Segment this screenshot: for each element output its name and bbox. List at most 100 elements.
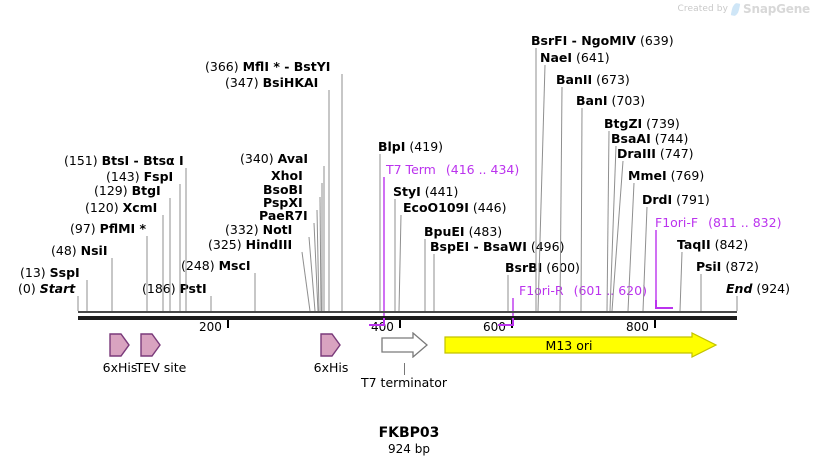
site-label-psii[interactable]: PsiI (872): [696, 260, 759, 273]
primer-label-t7term[interactable]: T7 Term (416 .. 434): [386, 163, 519, 176]
site-name-pspxi: PspXI: [263, 195, 303, 210]
t7-terminator-leader-stem: [404, 363, 405, 375]
leader-taqii: [679, 251, 683, 312]
site-label-bsrfi[interactable]: BsrFI - NgoMIV (639): [531, 34, 674, 47]
site-name-taqii: TaqII: [677, 237, 711, 252]
ruler-upper-line: [78, 311, 737, 313]
primer-label-f1ori-f[interactable]: F1ori-F (811 .. 832): [655, 216, 781, 229]
site-name-draiii: DraIII: [617, 146, 656, 161]
site-label-pflmi[interactable]: (97) PflMI *: [70, 222, 146, 235]
site-position-end: (924): [756, 281, 790, 296]
leader-mmei: [627, 182, 635, 312]
site-position-blpi: (419): [409, 139, 444, 154]
site-name-bpuei: BpuEI: [424, 224, 465, 239]
site-label-draiii[interactable]: DraIII (747): [617, 147, 694, 160]
ruler-tick-mark-400: [399, 320, 401, 328]
site-label-btgzi[interactable]: BtgZI (739): [604, 117, 680, 130]
site-label-xcmi[interactable]: (120) XcmI: [85, 201, 157, 214]
site-name-pflmi: PflMI *: [99, 221, 147, 236]
leader-bsobi: [319, 196, 322, 312]
site-label-sspi[interactable]: (13) SspI: [20, 266, 80, 279]
site-position-mfli: (366): [205, 59, 239, 74]
site-label-bspei[interactable]: BspEI - BsaWI (496): [430, 240, 564, 253]
primer-name-f1ori-r: F1ori-R: [519, 283, 564, 298]
tev-arrow-icon: [140, 333, 161, 357]
ruler-tick-label-400: 400: [371, 320, 394, 334]
6xhis-arrow-icon: [109, 333, 130, 357]
site-position-btgzi: (739): [646, 116, 680, 131]
site-position-start: (0): [18, 281, 36, 296]
site-label-nsii[interactable]: (48) NsiI: [51, 244, 108, 257]
site-label-avai[interactable]: (340) AvaI: [240, 152, 308, 165]
site-label-bsrbi[interactable]: BsrBI (600): [505, 261, 580, 274]
site-label-banii[interactable]: BanII (673): [556, 73, 630, 86]
site-position-naei: (641): [576, 50, 610, 65]
feature-label-tev: TEV site: [135, 360, 187, 375]
site-position-msci: (248): [181, 258, 215, 273]
site-label-taqii[interactable]: TaqII (842): [677, 238, 748, 251]
site-label-blpi[interactable]: BlpI (419): [378, 140, 443, 153]
feature-arrow-m13-ori[interactable]: [444, 332, 718, 358]
site-label-btsi[interactable]: (151) BtsI - Btsα I: [64, 154, 184, 167]
feature-arrow-6xhis-1[interactable]: [109, 332, 131, 358]
site-name-banii: BanII: [556, 72, 593, 87]
site-name-bani: BanI: [576, 93, 608, 108]
feature-arrow-t7-terminator[interactable]: [381, 332, 429, 358]
leader-drdi: [642, 206, 648, 312]
site-position-draiii: (747): [659, 146, 694, 161]
site-label-msci[interactable]: (248) MscI: [181, 259, 251, 272]
site-label-fspi[interactable]: (143) FspI: [106, 170, 173, 183]
site-position-sspi: (13): [20, 265, 46, 280]
ruler-tick-label-800: 800: [626, 320, 649, 334]
site-name-paer7i: PaeR7I: [259, 208, 308, 223]
site-label-mmei[interactable]: MmeI (769): [628, 169, 704, 182]
site-label-pspxi[interactable]: PspXI: [263, 196, 303, 209]
site-position-avai: (340): [240, 151, 274, 166]
site-label-end[interactable]: End (924): [726, 282, 790, 295]
site-position-nsii: (48): [51, 243, 77, 258]
primer-bracket-t7term-vertical: [383, 318, 385, 326]
feature-arrow-6xhis-2[interactable]: [320, 332, 342, 358]
site-name-bsihkai: BsiHKAI: [262, 75, 319, 90]
site-label-paer7i[interactable]: PaeR7I: [259, 209, 308, 222]
site-label-btgi[interactable]: (129) BtgI: [94, 184, 161, 197]
site-name-drdi: DrdI: [642, 192, 673, 207]
site-name-mfli: MflI * - BstYI: [242, 59, 331, 74]
site-label-styi[interactable]: StyI (441): [393, 185, 458, 198]
site-label-xhoi[interactable]: XhoI: [271, 169, 303, 182]
site-label-hindiii[interactable]: (325) HindIII: [208, 238, 292, 251]
leader-btgzi: [606, 130, 610, 312]
feature-arrow-tev[interactable]: [140, 332, 162, 358]
site-label-bsobi[interactable]: BsoBI: [263, 183, 303, 196]
site-label-mfli[interactable]: (366) MflI * - BstYI: [205, 60, 330, 73]
leader-draiii: [611, 160, 624, 312]
t7-terminator-arrow-icon: [381, 332, 428, 358]
site-position-pflmi: (97): [70, 221, 96, 236]
site-position-fspi: (143): [106, 169, 140, 184]
site-label-ecoo109i[interactable]: EcoO109I (446): [403, 201, 507, 214]
site-name-msci: MscI: [218, 258, 251, 273]
site-label-drdi[interactable]: DrdI (791): [642, 193, 710, 206]
site-label-start[interactable]: (0) Start: [18, 282, 75, 295]
site-label-bpuei[interactable]: BpuEI (483): [424, 225, 502, 238]
leader-noti: [308, 236, 316, 312]
site-name-xcmi: XcmI: [122, 200, 158, 215]
site-label-bani[interactable]: BanI (703): [576, 94, 645, 107]
ruler-tick-label-600: 600: [483, 320, 506, 334]
site-label-bsaai[interactable]: BsaAI (744): [611, 132, 688, 145]
construct-length: 924 bp: [388, 442, 430, 456]
leader-bani: [580, 107, 583, 312]
primer-range-f1ori-f: (811 .. 832): [708, 215, 782, 230]
site-position-hindiii: (325): [208, 237, 242, 252]
site-position-bpuei: (483): [468, 224, 503, 239]
site-label-bsihkai[interactable]: (347) BsiHKAI: [225, 76, 318, 89]
watermark-created-by-text: Created by: [677, 4, 729, 14]
leader-hindiii: [301, 251, 311, 312]
site-label-naei[interactable]: NaeI (641): [540, 51, 610, 64]
site-label-noti[interactable]: (332) NotI: [225, 223, 292, 236]
primer-range-t7term: (416 .. 434): [445, 162, 520, 177]
site-position-xcmi: (120): [85, 200, 119, 215]
site-position-bsihkai: (347): [225, 75, 259, 90]
feature-label-6xhis-1: 6xHis: [102, 360, 138, 375]
snapgene-watermark: Created by SnapGene: [677, 1, 810, 17]
